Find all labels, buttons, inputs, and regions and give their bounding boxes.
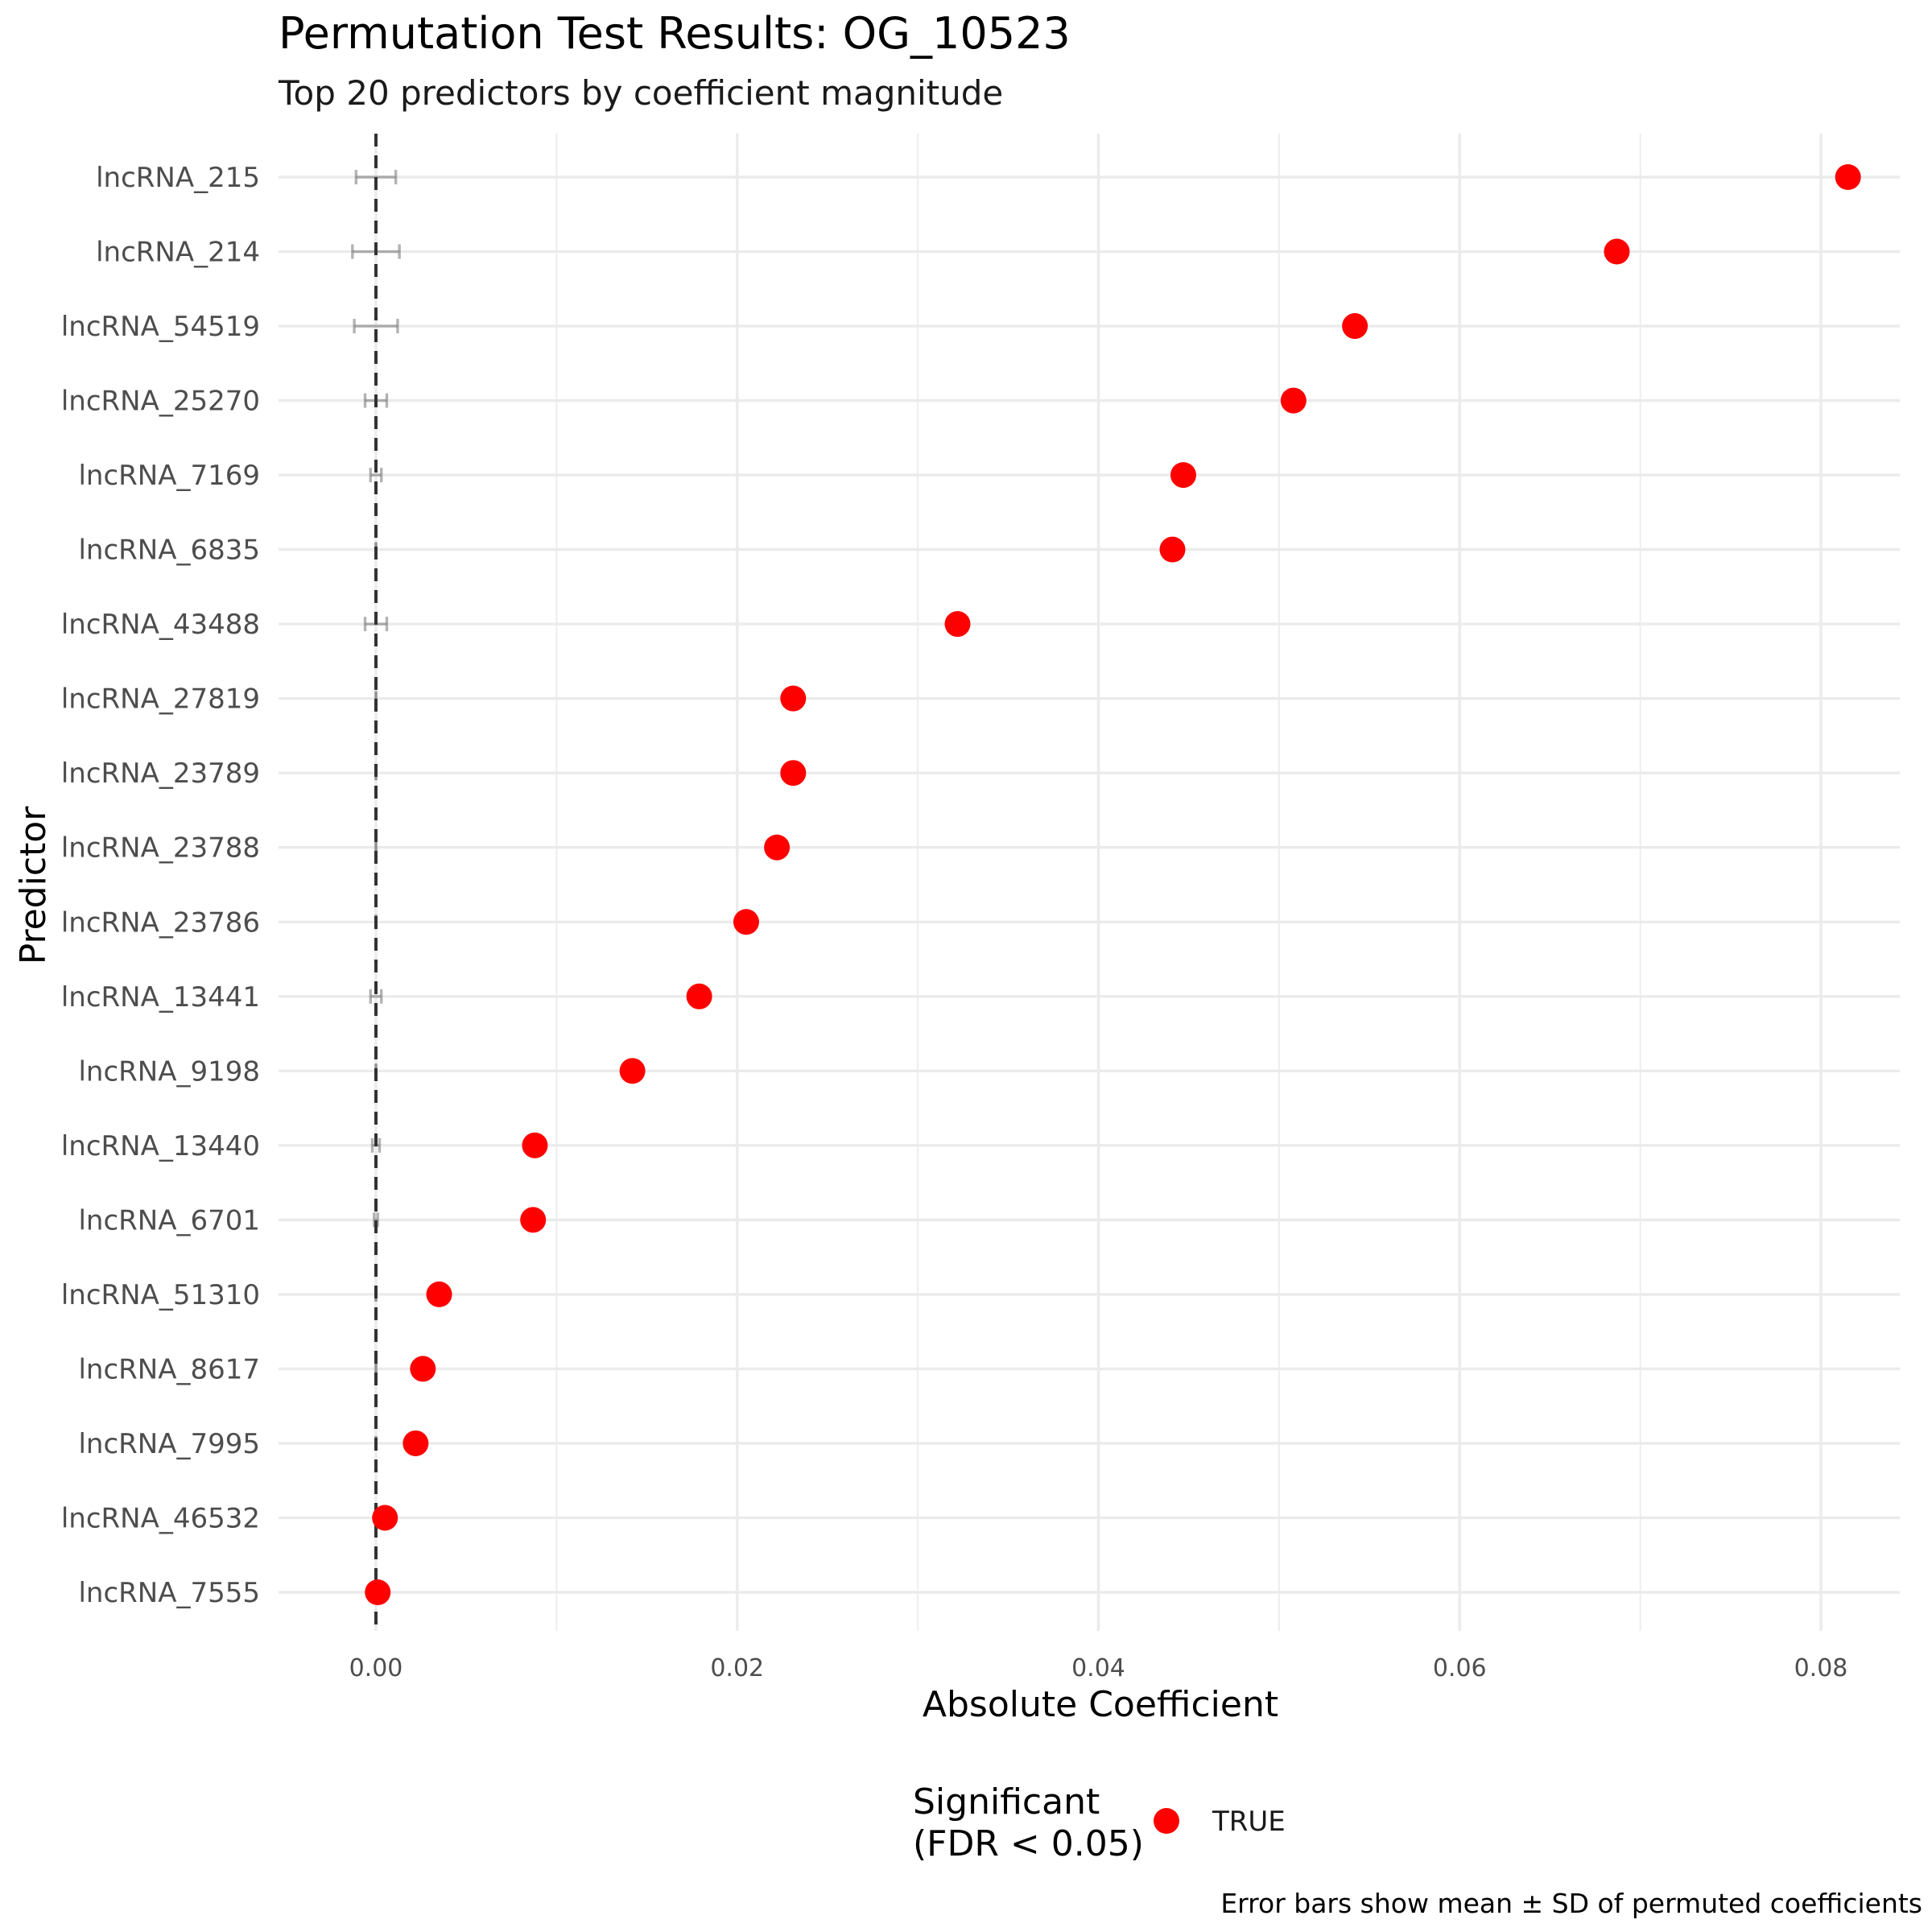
data-point — [733, 909, 759, 935]
chart-title: Permutation Test Results: OG_10523 — [279, 8, 1071, 59]
y-axis-title: Predictor — [13, 806, 54, 964]
data-point — [1170, 462, 1196, 489]
y-tick-label: lncRNA_27819 — [61, 683, 260, 716]
data-point — [764, 834, 791, 861]
chart-caption: Error bars show mean ± SD of permuted co… — [1220, 1888, 1922, 1919]
y-tick-label: lncRNA_6835 — [78, 535, 260, 567]
error-bar — [353, 319, 399, 334]
data-point — [1280, 387, 1307, 414]
data-point — [780, 760, 807, 786]
data-point — [1159, 536, 1186, 563]
y-tick-label: lncRNA_23788 — [61, 832, 260, 865]
y-tick-label: lncRNA_13441 — [61, 981, 260, 1013]
data-point — [1342, 313, 1368, 340]
legend-title-line: Significant — [913, 1781, 1100, 1823]
y-tick-label: lncRNA_23786 — [61, 906, 260, 939]
y-tick-label: lncRNA_46532 — [61, 1502, 260, 1534]
data-point — [1604, 238, 1630, 265]
y-axis-tick-labels: lncRNA_215 lncRNA_214 lncRNA_54519 lncRNA_2… — [61, 162, 260, 1609]
legend: Significant (FDR < 0.05) TRUE — [913, 1781, 1286, 1864]
y-tick-label: lncRNA_43488 — [61, 609, 260, 641]
y-tick-label: lncRNA_8617 — [78, 1353, 260, 1385]
data-point — [944, 611, 971, 638]
data-point — [619, 1058, 646, 1084]
error-bar — [369, 989, 383, 1004]
data-point — [686, 983, 712, 1009]
y-tick-label: lncRNA_7995 — [78, 1428, 260, 1460]
y-tick-label: lncRNA_6701 — [78, 1204, 260, 1236]
legend-title-line: (FDR < 0.05) — [913, 1823, 1144, 1864]
chart-subtitle: Top 20 predictors by coefficient magnitu… — [278, 73, 1003, 113]
y-tick-label: lncRNA_13440 — [61, 1130, 260, 1162]
legend-label-true: TRUE — [1212, 1806, 1286, 1838]
x-axis-tick-labels: 0.00 0.02 0.04 0.06 0.08 — [349, 1654, 1848, 1682]
y-tick-label: lncRNA_54519 — [61, 311, 260, 343]
y-tick-label: lncRNA_51310 — [61, 1279, 260, 1311]
y-tick-label: lncRNA_9198 — [78, 1055, 260, 1088]
legend-key-true — [1154, 1808, 1179, 1834]
y-tick-label: lncRNA_25270 — [61, 386, 260, 418]
legend-title: Significant (FDR < 0.05) — [913, 1781, 1144, 1864]
data-points — [365, 164, 1861, 1605]
y-tick-label: lncRNA_7555 — [78, 1577, 260, 1609]
data-point — [410, 1356, 436, 1382]
grid-lines — [279, 134, 1900, 1631]
x-tick-label: 0.00 — [349, 1654, 403, 1682]
y-tick-label: lncRNA_215 — [96, 162, 260, 194]
data-point — [1835, 164, 1861, 190]
y-tick-label: lncRNA_7169 — [78, 460, 260, 492]
x-tick-label: 0.08 — [1794, 1654, 1848, 1682]
data-point — [426, 1281, 452, 1307]
y-tick-label: lncRNA_214 — [96, 237, 260, 269]
data-point — [780, 685, 807, 712]
x-tick-label: 0.06 — [1433, 1654, 1487, 1682]
x-tick-label: 0.02 — [710, 1654, 764, 1682]
data-point — [402, 1430, 429, 1456]
data-point — [372, 1505, 398, 1531]
error-bar — [369, 468, 383, 483]
data-point — [522, 1132, 548, 1158]
error-bar — [373, 1212, 379, 1228]
data-point — [520, 1207, 547, 1233]
data-point — [365, 1579, 391, 1605]
x-axis-title: Absolute Coefficient — [923, 1684, 1278, 1725]
y-tick-label: lncRNA_23789 — [61, 758, 260, 790]
x-tick-label: 0.04 — [1071, 1654, 1125, 1682]
